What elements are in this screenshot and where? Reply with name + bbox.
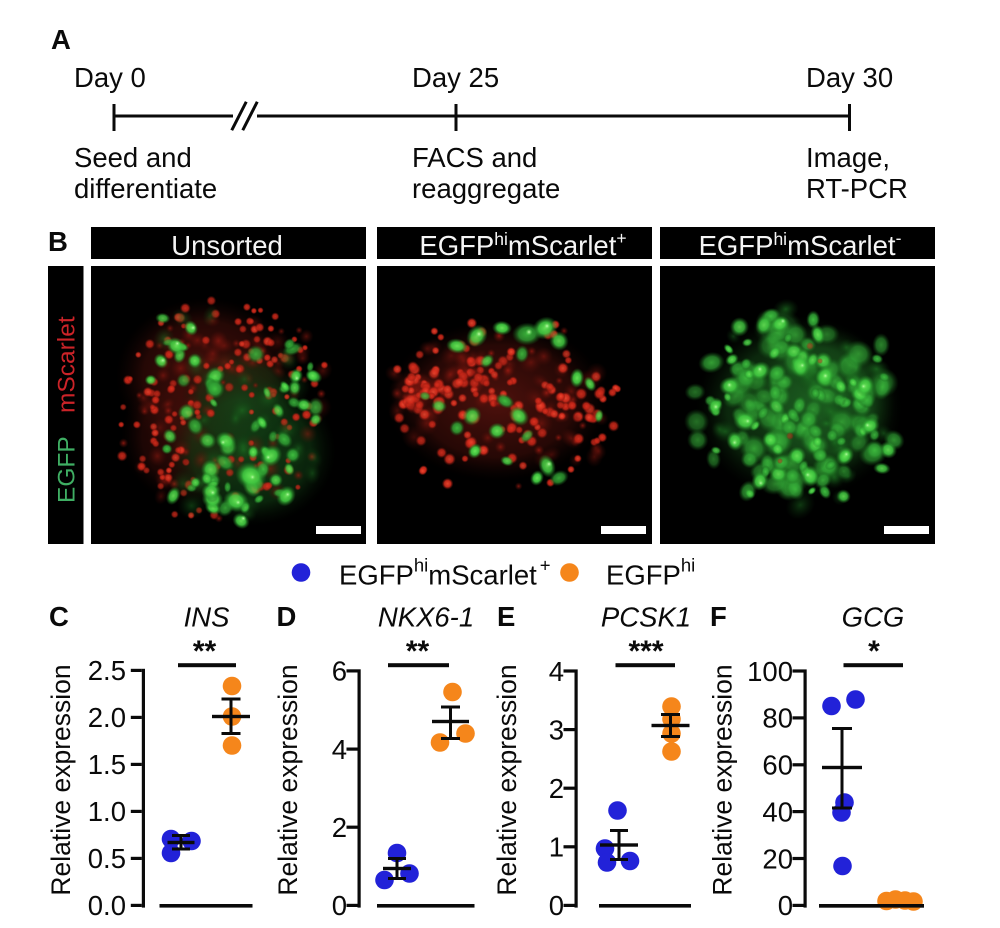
svg-text:Day 0: Day 0 <box>74 62 146 93</box>
svg-text:INS: INS <box>184 602 231 633</box>
svg-text:1.0: 1.0 <box>88 796 126 827</box>
svg-text:Seed and: Seed and <box>74 142 192 173</box>
svg-text:**: ** <box>193 635 217 668</box>
svg-text:RT-PCR: RT-PCR <box>806 173 908 204</box>
svg-text:Relative expression: Relative expression <box>273 664 303 895</box>
svg-text:PCSK1: PCSK1 <box>601 602 691 633</box>
svg-text:B: B <box>48 226 68 257</box>
svg-text:3: 3 <box>549 714 564 745</box>
svg-text:Unsorted: Unsorted <box>171 230 283 261</box>
svg-text:4: 4 <box>332 734 347 765</box>
svg-text:0.5: 0.5 <box>88 843 126 874</box>
svg-text:1: 1 <box>549 832 564 863</box>
svg-text:Day 30: Day 30 <box>806 62 893 93</box>
svg-text:EGFP: EGFP <box>54 436 81 503</box>
svg-text:EGFPhi: EGFPhi <box>606 555 695 591</box>
svg-text:reaggregate: reaggregate <box>412 173 560 204</box>
svg-text:F: F <box>710 601 727 632</box>
svg-text:2: 2 <box>332 812 347 843</box>
svg-text:Day 25: Day 25 <box>412 62 499 93</box>
svg-text:Image,: Image, <box>806 142 890 173</box>
svg-text:20: 20 <box>762 843 793 874</box>
svg-text:Relative expression: Relative expression <box>492 664 522 895</box>
svg-text:Relative expression: Relative expression <box>46 664 76 895</box>
svg-text:C: C <box>49 601 69 632</box>
svg-text:A: A <box>51 24 71 55</box>
svg-text:80: 80 <box>762 703 793 734</box>
svg-text:6: 6 <box>332 656 347 687</box>
svg-text:***: *** <box>628 635 663 668</box>
svg-text:Relative expression: Relative expression <box>708 664 738 895</box>
svg-text:GCG: GCG <box>842 602 905 633</box>
svg-text:FACS and: FACS and <box>412 142 537 173</box>
svg-text:differentiate: differentiate <box>74 173 217 204</box>
svg-text:4: 4 <box>549 656 564 687</box>
svg-text:0: 0 <box>778 890 793 921</box>
svg-text:**: ** <box>406 635 430 668</box>
svg-text:EGFPhimScarlet-: EGFPhimScarlet- <box>699 228 902 261</box>
svg-text:2: 2 <box>549 773 564 804</box>
svg-text:0.0: 0.0 <box>88 890 126 921</box>
svg-text:*: * <box>868 635 880 668</box>
svg-text:EGFPhimScarlet+: EGFPhimScarlet+ <box>419 228 626 261</box>
svg-text:0: 0 <box>332 890 347 921</box>
svg-text:40: 40 <box>762 796 793 827</box>
svg-text:2.5: 2.5 <box>88 655 126 686</box>
svg-text:EGFPhimScarlet+: EGFPhimScarlet+ <box>339 555 551 591</box>
svg-text:E: E <box>497 601 515 632</box>
svg-text:100: 100 <box>747 656 793 687</box>
svg-text:1.5: 1.5 <box>88 749 126 780</box>
svg-text:2.0: 2.0 <box>88 702 126 733</box>
svg-text:D: D <box>277 601 297 632</box>
svg-text:NKX6-1: NKX6-1 <box>378 602 474 633</box>
svg-text:mScarlet: mScarlet <box>54 316 81 413</box>
svg-text:0: 0 <box>549 890 564 921</box>
svg-text:60: 60 <box>762 750 793 781</box>
